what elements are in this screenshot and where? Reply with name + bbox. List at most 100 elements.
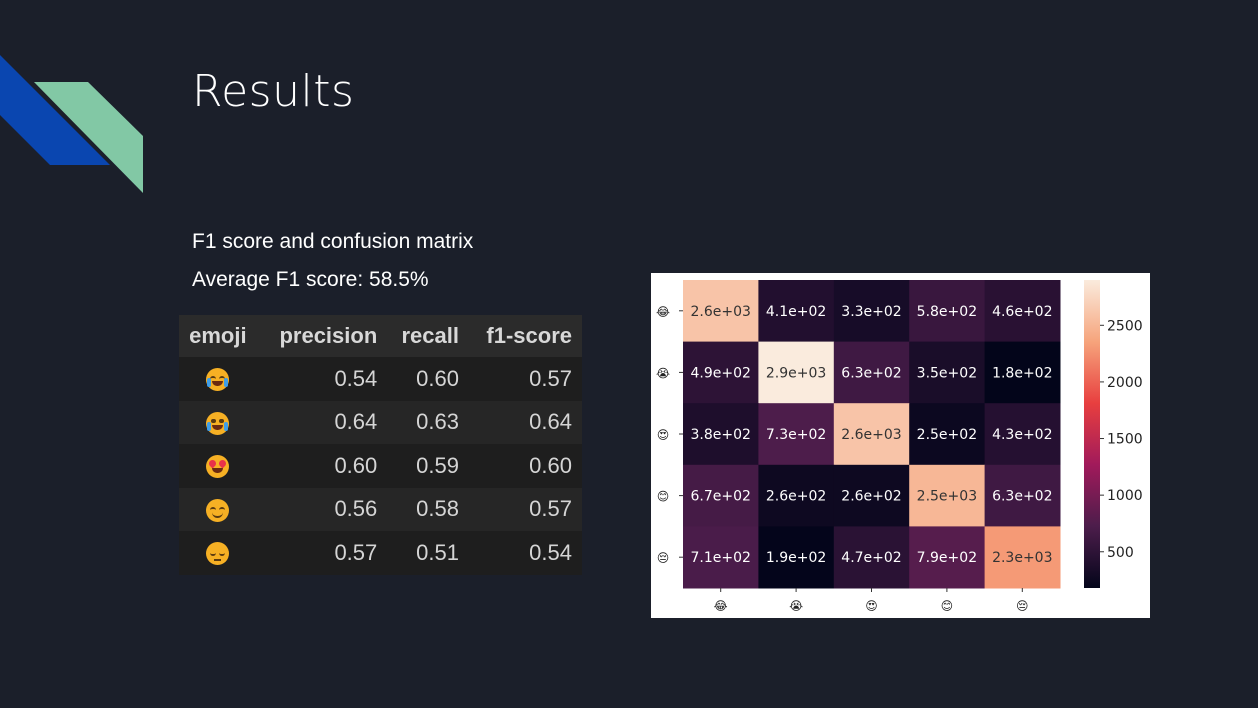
row-tick-label: 😭 — [656, 366, 670, 380]
heatmap-cell-label: 1.8e+02 — [992, 365, 1052, 381]
heatmap-cell — [758, 403, 835, 466]
heatmap-cell — [758, 280, 835, 343]
heatmap-cell-label: 7.9e+02 — [917, 550, 977, 566]
emoji-cell — [179, 444, 261, 488]
heatmap-cell-label: 2.6e+03 — [841, 427, 901, 443]
face-with-tears-of-joy-icon — [206, 368, 230, 392]
heatmap-cell-label: 2.5e+03 — [917, 489, 977, 505]
heatmap-cell-label: 4.7e+02 — [841, 550, 901, 566]
emoji-cell — [179, 357, 261, 401]
heatmap-cell — [833, 464, 910, 527]
heatmap-cell-label: 3.5e+02 — [917, 365, 977, 381]
heatmap-cell-label: 7.1e+02 — [690, 550, 750, 566]
heatmap-cell — [833, 341, 910, 404]
smiling-face-icon — [206, 498, 230, 522]
f1-cell: 0.54 — [469, 531, 582, 575]
heart-eyes-face-icon — [206, 455, 230, 479]
table-header-row: emoji precision recall f1-score — [179, 315, 582, 357]
heatmap-cell — [683, 341, 759, 404]
col-tick-label: 😭 — [789, 599, 803, 613]
recall-cell: 0.58 — [387, 487, 469, 531]
heatmap-cell-label: 4.3e+02 — [992, 427, 1052, 443]
table-row: 0.54 0.60 0.57 — [179, 357, 582, 401]
emoji-cell — [179, 531, 261, 575]
heatmap-cell — [683, 403, 759, 466]
heatmap-cell-label: 2.6e+03 — [690, 304, 750, 320]
heatmap-cell — [683, 280, 759, 343]
subtitle-average-f1: Average F1 score: 58.5% — [192, 268, 429, 291]
heatmap-cell-label: 2.9e+03 — [766, 365, 826, 381]
heatmap-cell — [984, 526, 1061, 589]
emoji-cell — [179, 487, 261, 531]
heatmap-cell — [984, 464, 1061, 527]
f1-cell: 0.64 — [469, 400, 582, 444]
heatmap-cell — [833, 403, 910, 466]
colorbar-tick-label: 1500 — [1107, 432, 1143, 448]
table-row: 0.57 0.51 0.54 — [179, 531, 582, 575]
confusion-matrix-heatmap: 2.6e+03 4.1e+02 3.3e+02 5.8e+02 4.6e+02 4.9e+… — [656, 280, 1143, 613]
precision-cell: 0.64 — [260, 400, 388, 444]
heatmap-cell — [683, 526, 759, 589]
heatmap-cell — [984, 403, 1061, 466]
col-tick-label: 😊 — [941, 599, 954, 613]
heatmap-cell-label: 4.9e+02 — [690, 365, 750, 381]
recall-cell: 0.51 — [387, 531, 469, 575]
corner-decoration — [0, 55, 143, 193]
precision-cell: 0.56 — [260, 487, 388, 531]
table-row: 0.56 0.58 0.57 — [179, 487, 582, 531]
heatmap-cell-label: 2.6e+02 — [841, 489, 901, 505]
heatmap-cell — [984, 280, 1061, 343]
f1-cell: 0.57 — [469, 357, 582, 401]
col-tick-label: 😍 — [865, 599, 878, 613]
heatmap-cell-label: 5.8e+02 — [917, 304, 977, 320]
row-tick-label: 😍 — [657, 428, 670, 442]
heatmap-cell — [833, 526, 910, 589]
colorbar-tick-label: 1000 — [1107, 488, 1143, 504]
col-tick-label: 😂 — [714, 599, 728, 613]
confusion-matrix-panel: 2.6e+03 4.1e+02 3.3e+02 5.8e+02 4.6e+02 4.9e+… — [651, 273, 1150, 618]
heatmap-cell-label: 2.3e+03 — [992, 550, 1052, 566]
heatmap-cell — [909, 526, 986, 589]
slide-title: Results — [192, 66, 355, 117]
header-recall: recall — [387, 315, 469, 357]
colorbar-tick-label: 2500 — [1107, 318, 1143, 334]
heatmap-cell-label: 4.6e+02 — [992, 304, 1052, 320]
heatmap-cell — [909, 464, 986, 527]
heatmap-cell-label: 3.8e+02 — [690, 427, 750, 443]
colorbar-tick-label: 500 — [1107, 545, 1134, 561]
heatmap-cell-label: 6.3e+02 — [841, 365, 901, 381]
heatmap-cell — [909, 341, 986, 404]
row-tick-label: 😂 — [656, 305, 670, 319]
precision-cell: 0.60 — [260, 444, 388, 488]
heatmap-cell-label: 2.5e+02 — [917, 427, 977, 443]
recall-cell: 0.59 — [387, 444, 469, 488]
heatmap-cell — [683, 464, 759, 527]
deco-green-stripe — [34, 82, 143, 193]
emoji-cell — [179, 400, 261, 444]
recall-cell: 0.63 — [387, 400, 469, 444]
f1-score-table: emoji precision recall f1-score 0.54 0.6… — [179, 315, 582, 575]
table-row: 0.60 0.59 0.60 — [179, 444, 582, 488]
header-f1-score: f1-score — [469, 315, 582, 357]
table-row: 0.64 0.63 0.64 — [179, 400, 582, 444]
colorbar-tick-label: 2000 — [1107, 375, 1143, 391]
heatmap-cell — [909, 280, 986, 343]
precision-cell: 0.54 — [260, 357, 388, 401]
loudly-crying-face-icon — [206, 411, 230, 435]
colorbar — [1084, 280, 1100, 588]
pensive-face-icon — [206, 542, 230, 566]
heatmap-cell-label: 1.9e+02 — [766, 550, 826, 566]
row-tick-label: 😔 — [657, 551, 670, 565]
deco-blue-stripe — [0, 55, 110, 165]
precision-cell: 0.57 — [260, 531, 388, 575]
heatmap-cell — [758, 341, 835, 404]
header-emoji: emoji — [179, 315, 261, 357]
heatmap-cell-label: 2.6e+02 — [766, 489, 826, 505]
heatmap-cell-label: 4.1e+02 — [766, 304, 826, 320]
heatmap-cell-label: 6.3e+02 — [992, 489, 1052, 505]
heatmap-cell — [909, 403, 986, 466]
recall-cell: 0.60 — [387, 357, 469, 401]
heatmap-cell-label: 3.3e+02 — [841, 304, 901, 320]
heatmap-cell — [984, 341, 1061, 404]
f1-cell: 0.57 — [469, 487, 582, 531]
